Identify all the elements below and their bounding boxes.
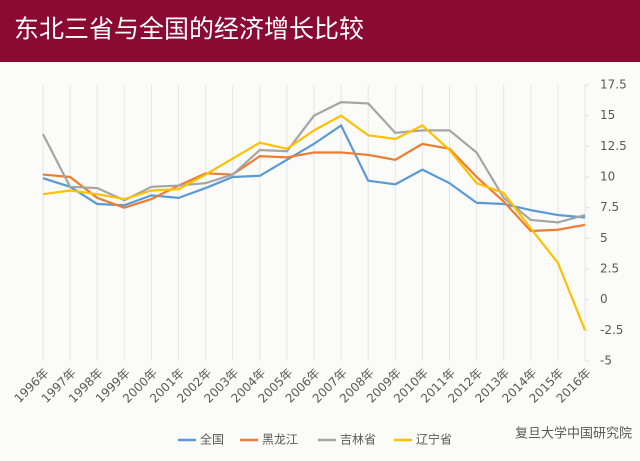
series-line	[42, 114, 587, 331]
y-tick-label: -5	[600, 354, 612, 368]
y-tick-label: 12.5	[600, 139, 627, 153]
series-line	[42, 142, 586, 233]
chart-title: 东北三省与全国的经济增长比较	[14, 15, 364, 44]
y-tick-label: 10	[600, 170, 615, 184]
y-tick-label: 0	[600, 292, 608, 306]
y-tick-label: 2.5	[600, 262, 619, 276]
legend-label: 辽宁省	[416, 432, 452, 447]
y-tick-label: 7.5	[600, 200, 619, 214]
y-tick-label: 15	[600, 108, 615, 122]
y-tick-label: -2.5	[600, 323, 623, 337]
watermark: 复旦大学中国研究院	[515, 426, 632, 442]
series-line	[42, 123, 586, 219]
legend-label: 吉林省	[340, 433, 376, 447]
legend-label: 全国	[200, 432, 224, 447]
legend-label: 黑龙江	[262, 433, 298, 447]
y-tick-label: 5	[600, 231, 608, 245]
y-tick-label: 17.5	[600, 78, 627, 92]
title-banner	[0, 0, 640, 62]
